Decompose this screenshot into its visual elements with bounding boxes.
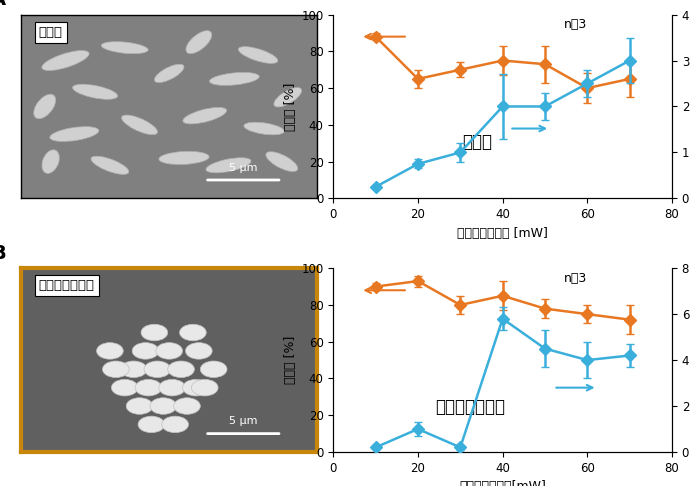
Circle shape [102, 361, 130, 378]
Circle shape [186, 343, 212, 359]
Circle shape [168, 361, 195, 378]
Circle shape [97, 343, 123, 359]
Text: 黄色ブドウ球菌: 黄色ブドウ球菌 [435, 398, 505, 416]
Circle shape [191, 380, 218, 396]
X-axis label: レーザーパワー[mW]: レーザーパワー[mW] [459, 480, 546, 486]
Circle shape [180, 324, 206, 341]
Circle shape [162, 416, 188, 433]
Ellipse shape [206, 158, 251, 173]
Ellipse shape [91, 156, 129, 174]
Text: B: B [0, 243, 6, 263]
Circle shape [159, 380, 186, 396]
Ellipse shape [186, 31, 212, 53]
X-axis label: レーザーパワー [mW]: レーザーパワー [mW] [457, 226, 548, 240]
Ellipse shape [274, 87, 302, 107]
Ellipse shape [244, 122, 284, 135]
Circle shape [126, 398, 153, 414]
Text: 5 μm: 5 μm [229, 163, 258, 173]
Circle shape [183, 380, 209, 396]
Ellipse shape [159, 151, 209, 164]
Ellipse shape [73, 84, 118, 99]
Circle shape [200, 361, 227, 378]
Circle shape [138, 416, 164, 433]
Ellipse shape [122, 115, 158, 135]
Text: 黄色ブドウ球菌: 黄色ブドウ球菌 [38, 279, 95, 292]
Ellipse shape [183, 107, 227, 124]
Ellipse shape [34, 94, 56, 119]
Ellipse shape [155, 64, 184, 83]
Y-axis label: 生存率 [%]: 生存率 [%] [284, 82, 297, 131]
Text: A: A [0, 0, 6, 9]
Ellipse shape [50, 127, 99, 141]
Y-axis label: 生存率 [%]: 生存率 [%] [284, 336, 297, 384]
Text: 5 μm: 5 μm [229, 416, 258, 426]
Circle shape [156, 343, 183, 359]
Ellipse shape [266, 152, 298, 172]
Ellipse shape [42, 51, 89, 70]
Text: n＝3: n＝3 [564, 18, 587, 31]
Ellipse shape [209, 72, 259, 86]
Text: 緑臼菌: 緑臼菌 [38, 26, 63, 38]
Circle shape [150, 398, 176, 414]
Ellipse shape [102, 42, 148, 53]
Circle shape [144, 361, 171, 378]
Text: 緑臼菌: 緑臼菌 [462, 133, 492, 151]
Ellipse shape [42, 150, 60, 174]
Circle shape [132, 343, 159, 359]
Circle shape [120, 361, 147, 378]
Circle shape [135, 380, 162, 396]
Circle shape [141, 324, 168, 341]
Circle shape [111, 380, 138, 396]
Text: n＝3: n＝3 [564, 272, 587, 285]
Ellipse shape [239, 47, 278, 63]
Circle shape [174, 398, 200, 414]
